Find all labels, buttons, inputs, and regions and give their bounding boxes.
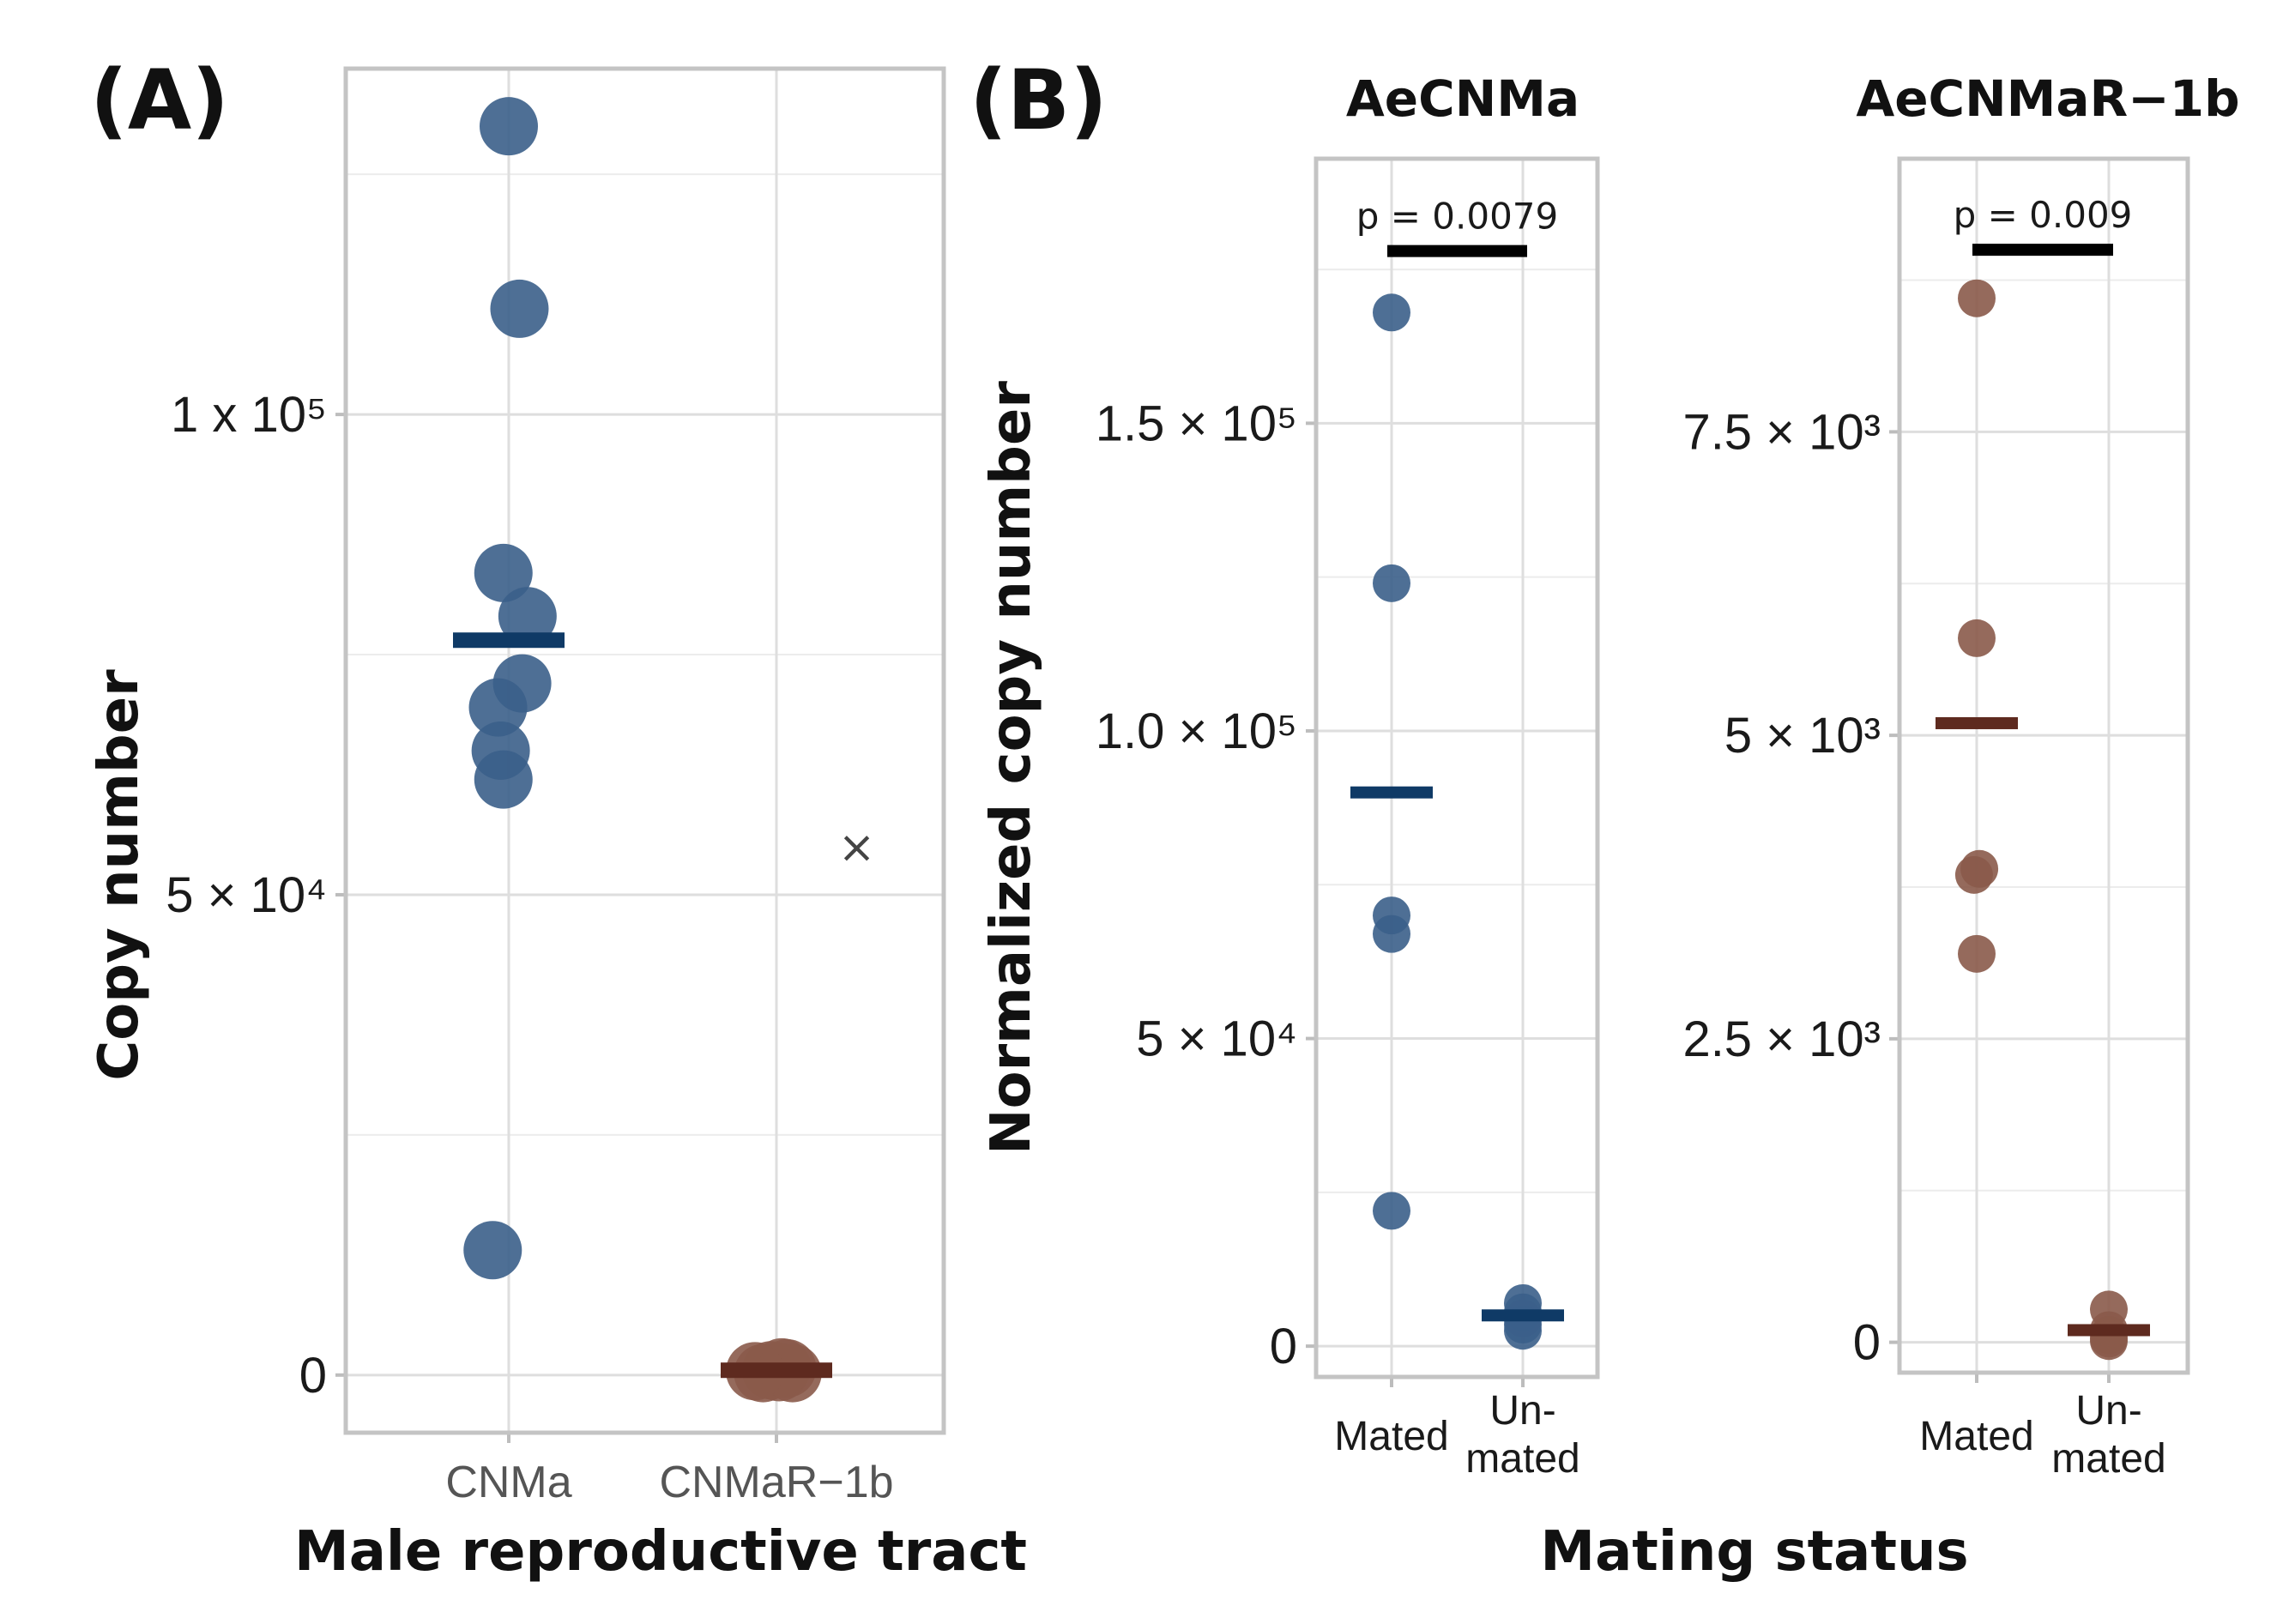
p2-plot-frame [1314,156,1600,1379]
p1-y-tick-label: 0 [299,1348,327,1404]
p1-point-cnma [490,279,549,338]
p2-mean-bar-mated [1350,786,1433,799]
p2-point-mated [1373,1192,1410,1230]
p3-point-mated [1958,279,1996,317]
chart-copy-number: 0 5 × 10⁴ 1 x 10⁵ CNMa CNMaR−1b × [166,66,946,1507]
p2-point-mated [1373,564,1410,602]
p1-mean-bar-cnmar-1b [721,1362,832,1379]
p3-y-tick-label: 0 [1853,1315,1881,1371]
p1-annotation-marker: × [838,822,876,873]
p1-point-cnma [463,1221,522,1280]
p3-point-mated [1958,934,1996,973]
x-axis-title-b: Mating status [1540,1520,1968,1584]
p3-mean-bar-mated [1936,716,2018,729]
p1-x-tick-label: CNMaR−1b [659,1458,893,1507]
p2-point-mated [1373,293,1410,332]
p1-point-cnma [474,750,533,809]
p2-x-tick-label: Mated [1334,1414,1448,1459]
p3-x-tick-label-line: Un- [2075,1388,2141,1434]
p2-x-tick-label: Un-mated [1465,1388,1579,1482]
panel-a-label: (A) [90,52,229,148]
p3-mean-bar-un-mated [2068,1324,2150,1337]
p2-mean-bar-un-mated [1482,1309,1564,1322]
y-axis-title-a: Copy number [88,669,151,1081]
chart-aecnmar-1b: 0 2.5 × 10³ 5 × 10³ 7.5 × 10³ Mated Un-mated p… [1682,156,2190,1482]
p1-plot-frame [343,66,946,1435]
title-aecnmar-1b: AeCNMaR−1b [1856,69,2239,128]
p1-point-cnma [468,678,528,737]
p1-y-tick-label: 1 x 10⁵ [171,387,327,443]
chart-aecnma: 0 5 × 10⁴ 1.0 × 10⁵ 1.5 × 10⁵ Mated Un-mated p… [1096,156,1600,1482]
p2-p-value: p = 0.0079 [1356,196,1559,238]
p1-x-tick-label: CNMa [445,1458,571,1507]
p3-point-mated [1960,849,1999,888]
p2-y-tick-label: 5 × 10⁴ [1136,1011,1297,1067]
y-axis-title-b: Normalized copy number [980,381,1043,1155]
p3-plot-frame [1897,156,2190,1375]
p2-y-tick-label: 0 [1270,1319,1297,1374]
p3-y-tick-label: 7.5 × 10³ [1682,404,1881,460]
p3-x-tick-label-line: mated [2051,1436,2165,1482]
panel-b-label: (B) [969,52,1108,148]
title-aecnma: AeCNMa [1346,69,1579,128]
p3-x-tick-label: Un-mated [2051,1388,2165,1482]
p2-x-tick-label-line: Un- [1489,1388,1555,1434]
p2-point-mated [1373,915,1410,953]
x-axis-title-a: Male reproductive tract [294,1520,1027,1584]
p3-x-tick-label: Mated [1919,1414,2033,1459]
p2-y-tick-label: 1.5 × 10⁵ [1096,395,1297,451]
p1-point-cnma [474,543,533,602]
p2-x-tick-label-line: mated [1465,1436,1579,1482]
p1-mean-bar-cnma [453,632,565,649]
p3-y-tick-label: 5 × 10³ [1724,708,1881,764]
p1-point-cnma [480,97,538,156]
p2-y-tick-label: 1.0 × 10⁵ [1096,703,1297,759]
p3-p-value: p = 0.009 [1954,194,2133,236]
p1-point-cnma [498,587,557,646]
p3-y-tick-label: 2.5 × 10³ [1682,1011,1881,1067]
p1-y-tick-label: 5 × 10⁴ [166,867,327,923]
p3-point-mated [1958,619,1996,657]
